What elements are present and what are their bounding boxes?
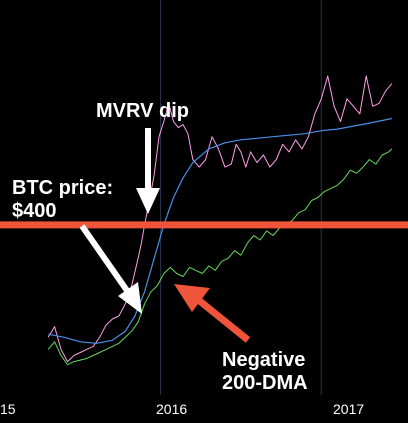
arrowhead-btc-price [118,282,142,314]
arrow-negative-dma [193,295,251,343]
x-tick-label: 2016 [156,401,188,417]
series-line-2 [48,117,393,344]
x-tick-label: 2017 [333,401,365,417]
annotation-line: 200-DMA [222,372,308,394]
arrowhead-mvrv-dip [136,188,160,214]
arrow-btc-price [79,224,131,294]
annotation-mvrv-dip: MVRV dip [96,100,189,123]
arrowhead-negative-dma [174,284,210,312]
series-line-0 [47,75,393,363]
annotation-line: MVRV dip [96,100,189,122]
annotation-line: $400 [12,200,57,222]
annotation-negative-dma: Negative 200-DMA [222,349,308,395]
x-tick-label: 15 [0,401,16,417]
annotation-line: BTC price: [12,177,114,199]
annotation-line: Negative [222,349,306,371]
series-line-1 [47,148,393,366]
annotation-btc-price: BTC price: $400 [12,177,113,223]
